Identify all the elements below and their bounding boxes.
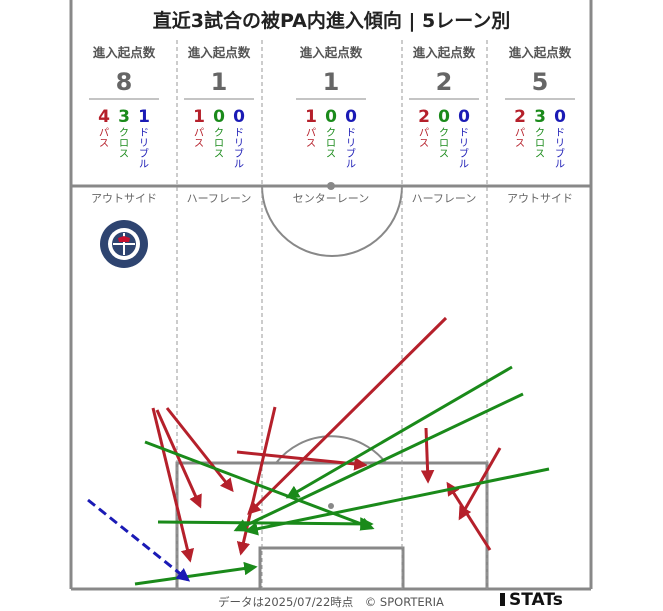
dribble-label: ド bbox=[459, 128, 469, 139]
cross-label: ス bbox=[535, 149, 545, 160]
dribble-label: リ bbox=[139, 139, 149, 150]
penalty-spot bbox=[328, 503, 334, 509]
pass-arrow bbox=[247, 316, 448, 515]
cross-count: 0 bbox=[325, 107, 337, 127]
cross-label: ク bbox=[119, 127, 129, 139]
pass-count: 1 bbox=[193, 107, 205, 127]
lane-name: ハーフレーン bbox=[187, 192, 252, 205]
lane-header: 進入起点数 bbox=[509, 45, 572, 60]
dribble-label: ド bbox=[234, 128, 244, 139]
team-logo bbox=[100, 220, 148, 268]
pass-label: ス bbox=[515, 139, 525, 150]
lane-total: 8 bbox=[116, 68, 133, 96]
lane-name: アウトサイド bbox=[91, 192, 157, 205]
chart-title: 直近3試合の被PA内進入傾向 | 5レーン別 bbox=[152, 10, 511, 32]
lane-total: 1 bbox=[211, 68, 228, 96]
entry-arrows bbox=[87, 316, 550, 586]
lane-total: 2 bbox=[436, 68, 453, 96]
dribble-count: 0 bbox=[458, 107, 470, 127]
pass-arrow bbox=[420, 427, 435, 484]
dribble-label: リ bbox=[459, 139, 469, 150]
center-spot bbox=[327, 182, 335, 190]
pass-label: パ bbox=[306, 127, 316, 139]
lane-total: 1 bbox=[323, 68, 340, 96]
pass-label: パ bbox=[99, 127, 109, 139]
dribble-count: 0 bbox=[233, 107, 245, 127]
pass-arrow bbox=[236, 450, 368, 471]
pass-count: 1 bbox=[305, 107, 317, 127]
cross-arrow bbox=[285, 365, 513, 499]
dribble-count: 1 bbox=[138, 107, 150, 127]
lane-stats: 進入起点数84パス3クロス1ドリブルアウトサイド進入起点数11パス0クロス0ドリ… bbox=[89, 45, 575, 266]
cross-arrow bbox=[134, 561, 258, 586]
cross-count: 0 bbox=[438, 107, 450, 127]
dribble-label: ブ bbox=[459, 147, 469, 160]
dribble-label: ル bbox=[139, 160, 149, 171]
dribble-label: リ bbox=[234, 139, 244, 150]
lane-header: 進入起点数 bbox=[93, 45, 156, 60]
dribble-label: ル bbox=[234, 160, 244, 171]
cross-label: ク bbox=[326, 127, 336, 139]
cross-count: 3 bbox=[534, 107, 546, 127]
dribble-label: ド bbox=[346, 128, 356, 139]
cross-label: ス bbox=[214, 149, 224, 160]
cross-label: ロ bbox=[326, 139, 336, 150]
lane-separators bbox=[176, 40, 488, 589]
dribble-count: 0 bbox=[554, 107, 566, 127]
lane-name: アウトサイド bbox=[507, 192, 573, 205]
pass-label: ス bbox=[194, 139, 204, 150]
pass-count: 2 bbox=[514, 107, 526, 127]
dribble-label: ル bbox=[555, 160, 565, 171]
pass-label: ス bbox=[306, 139, 316, 150]
dribble-label: ド bbox=[555, 128, 565, 139]
pass-arrow bbox=[446, 481, 492, 551]
pass-arrow bbox=[165, 407, 234, 493]
cross-label: ク bbox=[439, 127, 449, 139]
cross-label: ク bbox=[214, 127, 224, 139]
pass-count: 4 bbox=[98, 107, 110, 127]
lane-header: 進入起点数 bbox=[300, 45, 363, 60]
dribble-label: ド bbox=[139, 128, 149, 139]
cross-label: ロ bbox=[535, 139, 545, 150]
pass-label: パ bbox=[194, 127, 204, 139]
cross-count: 0 bbox=[213, 107, 225, 127]
cross-label: ス bbox=[439, 149, 449, 160]
cross-arrow bbox=[233, 392, 524, 532]
lane-name: センターレーン bbox=[293, 192, 369, 205]
lane-total: 5 bbox=[532, 68, 549, 96]
pass-label: ス bbox=[99, 139, 109, 150]
pass-label: パ bbox=[515, 127, 525, 139]
lane-header: 進入起点数 bbox=[188, 45, 251, 60]
dribble-label: ル bbox=[346, 160, 356, 171]
cross-label: ロ bbox=[439, 139, 449, 150]
pass-label: ス bbox=[419, 139, 429, 150]
cross-label: ク bbox=[535, 127, 545, 139]
footer-note: データは2025/07/22時点 © SPORTERIA bbox=[218, 595, 444, 609]
pass-arrow bbox=[151, 407, 195, 563]
dribble-count: 0 bbox=[345, 107, 357, 127]
dribble-label: ブ bbox=[139, 147, 149, 160]
dribble-label: ル bbox=[459, 160, 469, 171]
pass-label: パ bbox=[419, 127, 429, 139]
cross-arrow bbox=[244, 467, 550, 536]
lane-header: 進入起点数 bbox=[413, 45, 476, 60]
dribble-label: リ bbox=[555, 139, 565, 150]
cross-arrow bbox=[157, 517, 374, 531]
dribble-label: ブ bbox=[555, 147, 565, 160]
dribble-label: ブ bbox=[234, 147, 244, 160]
cross-label: ロ bbox=[119, 139, 129, 150]
cross-label: ロ bbox=[214, 139, 224, 150]
cross-label: ス bbox=[326, 149, 336, 160]
cross-count: 3 bbox=[118, 107, 130, 127]
brand-logo: STATs bbox=[500, 590, 563, 610]
dribble-label: リ bbox=[346, 139, 356, 150]
dribble-label: ブ bbox=[346, 147, 356, 160]
lane-name: ハーフレーン bbox=[412, 192, 477, 205]
cross-label: ス bbox=[119, 149, 129, 160]
dribble-arrow bbox=[87, 498, 191, 582]
pass-arrow bbox=[155, 409, 202, 509]
pass-count: 2 bbox=[418, 107, 430, 127]
